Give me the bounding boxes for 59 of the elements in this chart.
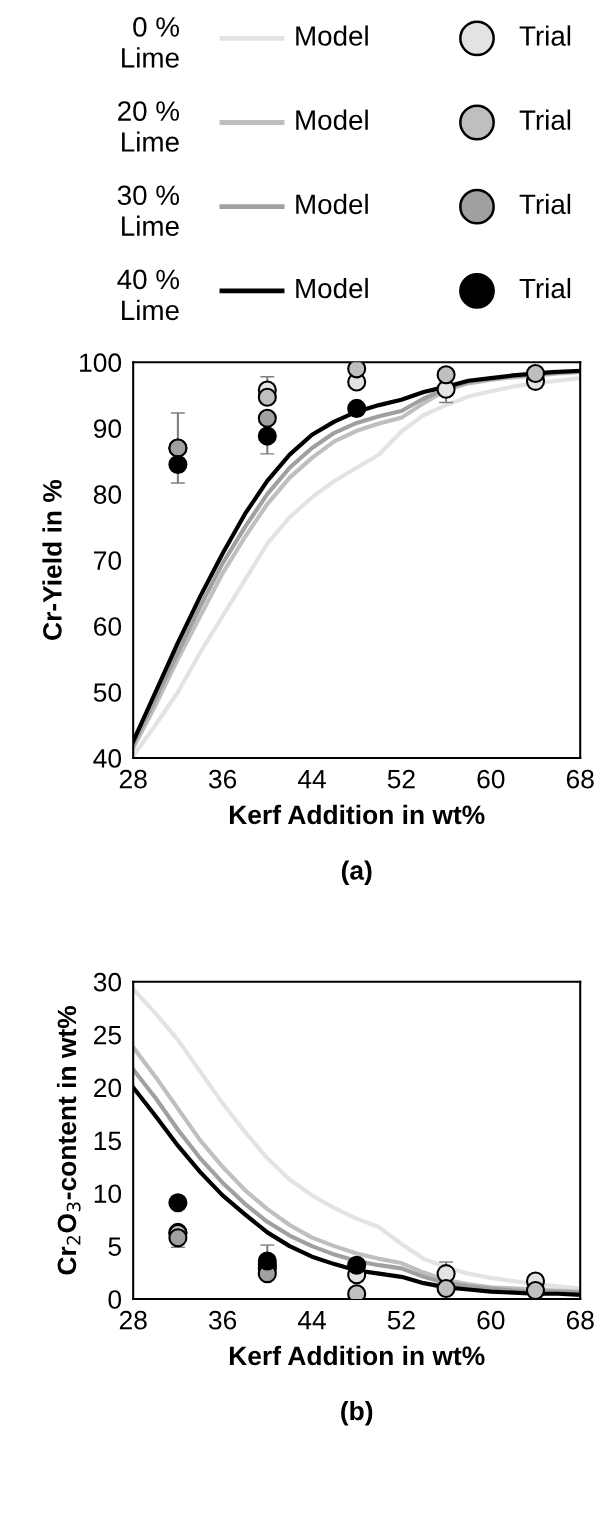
y-tick-label: 15 <box>94 1131 121 1151</box>
point <box>257 426 277 446</box>
legend-label: Trial <box>519 277 571 299</box>
y-tick-label: 10 <box>94 1184 122 1204</box>
x-tick-label: 60 <box>477 1310 505 1330</box>
y-tick-label: 60 <box>94 617 122 636</box>
point <box>525 363 546 383</box>
legend-label: Model <box>296 109 368 130</box>
x-tick-label: 36 <box>208 769 237 789</box>
text: (a) <box>341 860 372 886</box>
legend-label: Trial <box>519 193 571 215</box>
y-tick-label: 25 <box>94 1025 121 1045</box>
y-tick-label: 50 <box>93 683 122 702</box>
y-tick-label: 0 <box>108 1290 122 1309</box>
point <box>436 1278 456 1298</box>
point <box>525 1281 546 1300</box>
legend-label: Model <box>296 25 368 46</box>
point <box>257 408 277 428</box>
x-axis-title: Kerf Addition in wt% <box>229 1345 485 1366</box>
point <box>436 365 456 385</box>
point <box>347 398 367 418</box>
point <box>347 1255 367 1275</box>
legend-label: Model <box>296 277 368 299</box>
x-tick-label: 60 <box>477 769 505 789</box>
y-tick-label: 90 <box>93 419 122 439</box>
y-tick-label: 5 <box>108 1237 121 1256</box>
point <box>347 1284 367 1300</box>
y-tick-label: 100 <box>80 353 122 373</box>
y-tick-label: 80 <box>93 485 122 504</box>
x-tick-label: 44 <box>297 1311 326 1330</box>
point <box>168 1193 188 1213</box>
point <box>168 454 188 475</box>
text: 0 % Lime <box>122 17 180 68</box>
x-tick-label: 68 <box>566 769 594 789</box>
x-tick-label: 36 <box>208 1310 237 1330</box>
x-tick-label: 44 <box>297 770 326 789</box>
text: 40 % Lime <box>117 269 180 321</box>
legend-label: Model <box>296 193 368 215</box>
text: 20 % Lime <box>118 101 180 152</box>
y-tick-label: 70 <box>94 551 122 570</box>
y-tick-label: 20 <box>94 1078 122 1098</box>
y-tick-label: 40 <box>93 749 122 768</box>
x-tick-label: 68 <box>566 1310 594 1330</box>
text: (b) <box>341 1400 373 1426</box>
legend-label: Trial <box>519 25 571 46</box>
point <box>257 1251 277 1271</box>
x-tick-label: 28 <box>119 769 147 789</box>
x-tick-label: 28 <box>119 1310 147 1330</box>
legend-label: Trial <box>519 109 571 130</box>
y-axis-title: Cr-Yield in % <box>42 479 62 640</box>
x-tick-label: 52 <box>387 1310 415 1330</box>
y-axis-title: Cr$_{2}$O$_{3}$-content in wt% <box>56 1006 81 1275</box>
point <box>347 362 367 379</box>
point <box>257 387 277 407</box>
point <box>168 1228 188 1248</box>
x-axis-title: Kerf Addition in wt% <box>229 804 485 825</box>
y-tick-label: 30 <box>93 972 122 992</box>
text: 30 % Lime <box>117 185 180 236</box>
x-tick-label: 52 <box>387 769 415 789</box>
